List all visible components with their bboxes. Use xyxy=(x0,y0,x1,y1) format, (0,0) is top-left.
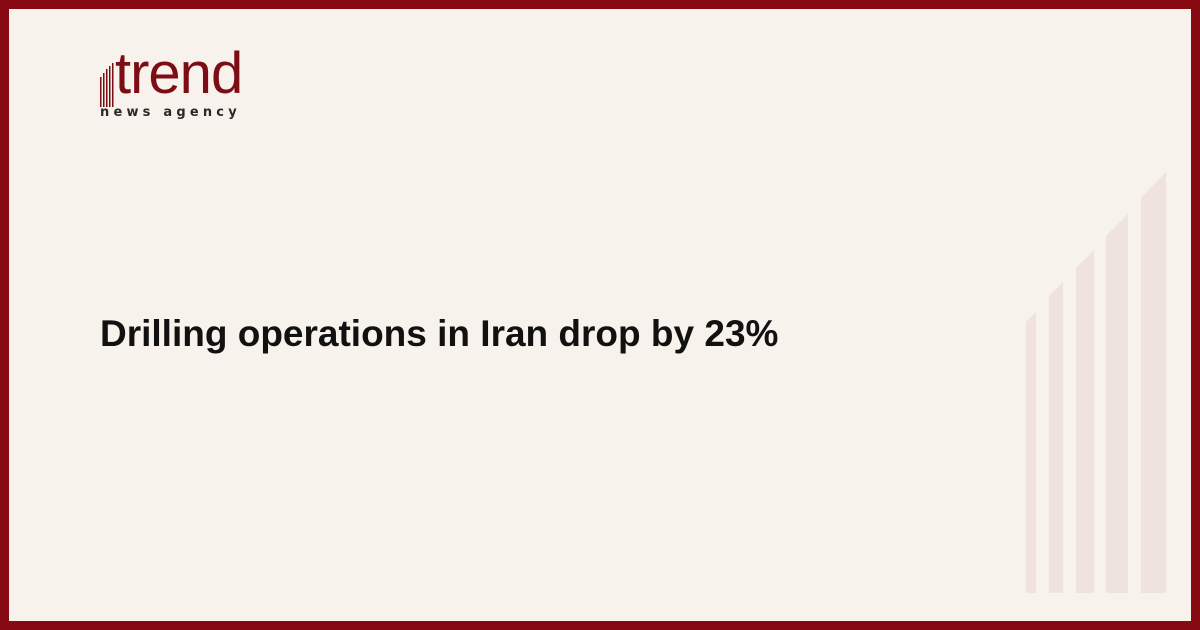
watermark-bar-4 xyxy=(1106,214,1128,593)
watermark-bar-5 xyxy=(1141,172,1166,593)
watermark-bar-3 xyxy=(1076,250,1094,593)
rising-bars-watermark-icon xyxy=(1026,172,1166,593)
logo-wordmark: trend xyxy=(115,41,243,106)
logo-tagline: news agency xyxy=(100,105,241,120)
logo-stripes-icon xyxy=(100,63,114,107)
watermark-bar-1 xyxy=(1026,312,1036,593)
watermark-bar-2 xyxy=(1049,282,1063,593)
headline: Drilling operations in Iran drop by 23% xyxy=(100,313,779,354)
trend-logo: trend news agency xyxy=(100,45,270,134)
